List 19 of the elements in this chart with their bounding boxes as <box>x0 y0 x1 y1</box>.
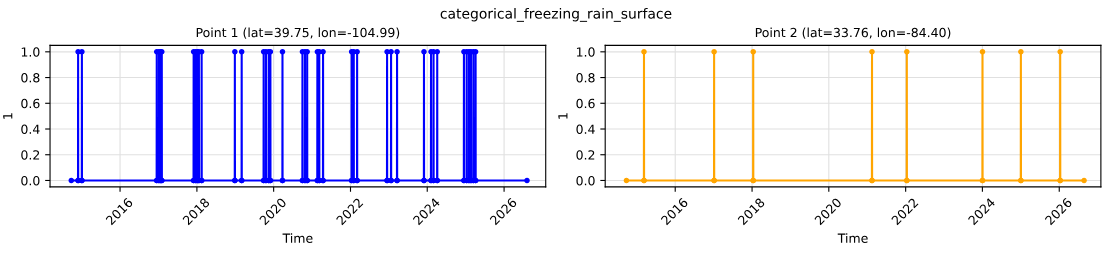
y-tick-label: 1.0 <box>21 47 40 57</box>
y-tick-label: 0.2 <box>576 150 595 160</box>
y-tick-label: 0.4 <box>576 124 595 134</box>
y-tick-label: 0.4 <box>21 124 40 134</box>
chart-title: Point 1 (lat=39.75, lon=-104.99) <box>196 27 400 39</box>
y-axis-title: 1 <box>3 113 13 119</box>
y-tick-label: 0.6 <box>576 98 595 109</box>
y-tick-label: 0.8 <box>576 73 595 83</box>
x-axis-title: Time <box>837 233 868 243</box>
y-tick-label: 0.8 <box>21 73 40 83</box>
y-tick-label: 0.6 <box>21 98 40 109</box>
text: categorical_freezing_rain_surface <box>440 8 672 22</box>
chart-title: Point 2 (lat=33.76, lon=-84.40) <box>755 27 951 39</box>
y-tick-label: 0.0 <box>21 175 40 186</box>
y-tick-label: 1.0 <box>576 47 595 57</box>
y-tick-label: 0.2 <box>21 150 40 160</box>
x-axis-title: Time <box>282 233 313 243</box>
y-tick-label: 0.0 <box>576 175 595 186</box>
y-axis-title: 1 <box>558 113 568 119</box>
